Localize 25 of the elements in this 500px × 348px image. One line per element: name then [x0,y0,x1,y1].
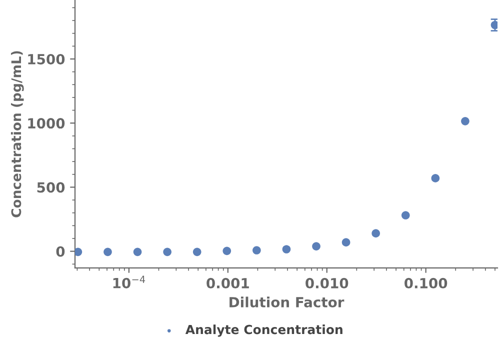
y-tick-label: 1000 [28,118,65,129]
point [192,248,202,256]
y-axis-title: Concentration (pg/mL) [10,51,24,218]
point [133,248,142,256]
x-tick-label: 10$^{−4}$ [113,276,146,288]
x-tick-label: 0.001 [206,278,249,288]
y-tick-label: 0 [56,246,65,257]
x-tick-label: 0.010 [306,278,348,288]
point [431,174,440,182]
point [222,246,232,256]
point [372,229,380,238]
point [163,248,172,256]
x-axis-title: Dilution Factor [230,296,344,308]
point [342,238,350,246]
y-tick-label: 500 [37,182,65,193]
y-tick-label: 1500 [28,54,65,64]
point [252,246,261,254]
legend-label: Analyte Concentration [185,324,342,337]
point [461,116,470,126]
point [312,242,320,250]
point [401,211,410,220]
point [282,245,291,254]
x-tick-label: 0.100 [404,278,448,288]
point [104,248,112,256]
point [75,248,82,256]
